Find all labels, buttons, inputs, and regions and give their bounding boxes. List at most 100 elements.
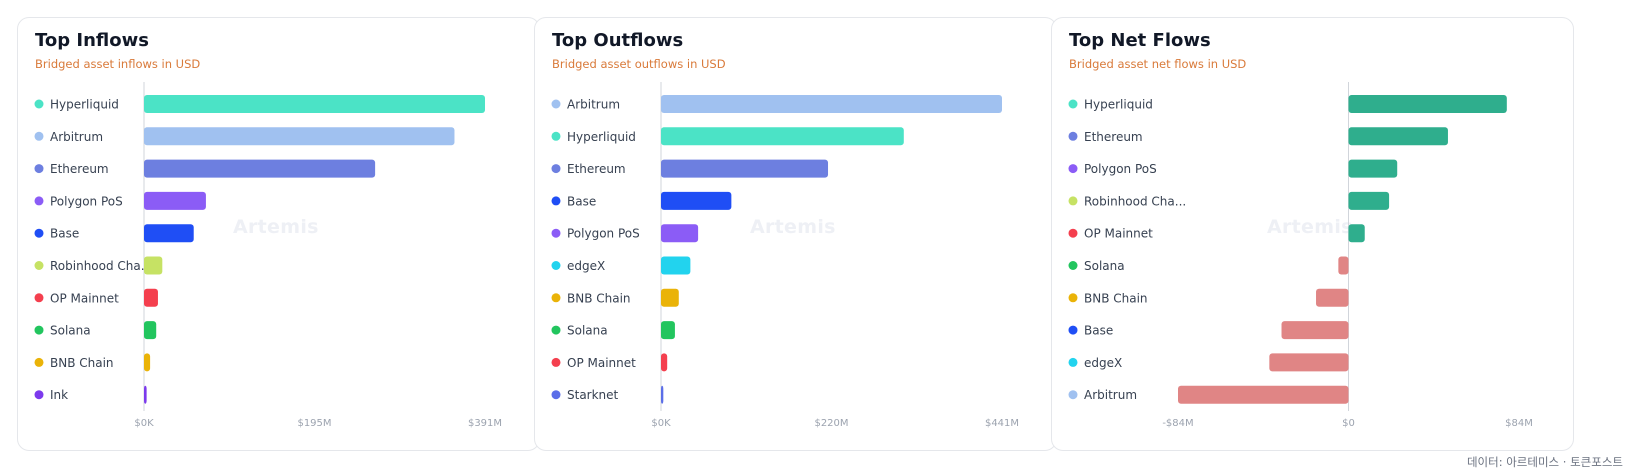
bar[interactable]	[1348, 95, 1507, 113]
legend-dot	[551, 325, 561, 335]
watermark: Artemis	[750, 216, 836, 238]
category-label: Hyperliquid	[567, 130, 636, 144]
inflows-chart: Hyperliquid Arbitrum Ethereum Polygon PoS Ba…	[34, 82, 502, 429]
legend-dot	[551, 196, 561, 206]
bar[interactable]	[144, 95, 485, 113]
legend-dot	[34, 357, 44, 367]
bar[interactable]	[1178, 385, 1349, 404]
bar[interactable]	[1269, 353, 1349, 372]
category-label: Starknet	[567, 388, 619, 402]
category-label: BNB Chain	[567, 291, 631, 305]
legend-dot	[34, 99, 44, 109]
card-subtitle: Bridged asset net flows in USD	[1069, 57, 1247, 71]
card-title: Top Outflows	[552, 30, 684, 51]
bar[interactable]	[1281, 321, 1349, 340]
legend-dot	[551, 164, 561, 174]
category-label: BNB Chain	[50, 356, 114, 370]
net-flows-card: Top Net Flows Bridged asset net flows in…	[1051, 17, 1574, 451]
category-label: Base	[1084, 324, 1113, 338]
category-label: Arbitrum	[1084, 388, 1137, 402]
bar[interactable]	[661, 127, 904, 146]
category-label: Ink	[50, 388, 68, 402]
category-label: Robinhood Cha...	[50, 259, 152, 273]
category-label: Ethereum	[567, 162, 626, 176]
category-label: OP Mainnet	[50, 291, 119, 305]
category-label: Ethereum	[50, 162, 109, 176]
x-tick-label: $220M	[814, 418, 848, 429]
legend-dot	[1068, 99, 1078, 109]
legend-dot	[34, 228, 44, 238]
x-tick-label: $441M	[985, 418, 1019, 429]
legend-dot	[551, 228, 561, 238]
category-label: Polygon PoS	[50, 194, 123, 208]
legend-dot	[34, 131, 44, 141]
category-label: OP Mainnet	[1084, 227, 1153, 241]
bar[interactable]	[661, 191, 732, 210]
category-label: Base	[567, 194, 596, 208]
bar[interactable]	[661, 321, 675, 340]
category-label: Polygon PoS	[1084, 162, 1157, 176]
category-label: BNB Chain	[1084, 291, 1148, 305]
bar[interactable]	[1338, 256, 1349, 275]
legend-dot	[1068, 196, 1078, 206]
bar[interactable]	[661, 224, 699, 243]
x-tick-label: $0K	[651, 418, 671, 429]
bar[interactable]	[144, 191, 206, 210]
category-label: Ethereum	[1084, 130, 1143, 144]
bar[interactable]	[661, 385, 664, 404]
legend-dot	[1068, 228, 1078, 238]
bar[interactable]	[1316, 288, 1349, 307]
x-tick-label: $0K	[134, 418, 154, 429]
bar[interactable]	[661, 95, 1002, 113]
legend-dot	[34, 325, 44, 335]
card-title: Top Net Flows	[1069, 30, 1211, 51]
legend-dot	[551, 261, 561, 270]
bar[interactable]	[144, 224, 194, 243]
bar[interactable]	[1348, 127, 1448, 146]
category-label: Solana	[1084, 259, 1125, 273]
category-label: edgeX	[1084, 356, 1122, 370]
bar[interactable]	[1348, 159, 1398, 178]
legend-dot	[551, 390, 561, 400]
legend-dot	[1068, 357, 1078, 367]
legend-dot	[34, 261, 44, 270]
category-label: Arbitrum	[50, 130, 103, 144]
bar[interactable]	[1348, 191, 1390, 210]
legend-dot	[1068, 131, 1078, 141]
legend-dot	[34, 164, 44, 174]
x-tick-label: -$84M	[1162, 418, 1193, 429]
category-label: Hyperliquid	[50, 98, 119, 112]
bar[interactable]	[144, 159, 376, 178]
outflows-chart: Arbitrum Hyperliquid Ethereum Base Polygon P…	[551, 82, 1019, 429]
category-label: Solana	[567, 324, 608, 338]
bar[interactable]	[144, 353, 151, 372]
watermark: Artemis	[1267, 216, 1353, 238]
legend-dot	[551, 99, 561, 109]
x-tick-label: $195M	[297, 418, 331, 429]
card-subtitle: Bridged asset inflows in USD	[35, 57, 201, 71]
bar[interactable]	[661, 256, 691, 275]
source-footer: 데이터: 아르테미스 · 토큰포스트	[1466, 455, 1623, 469]
bar[interactable]	[144, 127, 455, 146]
bar[interactable]	[1348, 224, 1365, 243]
bar[interactable]	[144, 256, 163, 275]
legend-dot	[551, 357, 561, 367]
legend-dot	[551, 293, 561, 303]
bar[interactable]	[661, 159, 829, 178]
legend-dot	[34, 293, 44, 303]
card-title: Top Inflows	[35, 30, 149, 51]
category-label: Base	[50, 227, 79, 241]
legend-dot	[1068, 261, 1078, 270]
bar[interactable]	[144, 385, 147, 404]
legend-dot	[1068, 325, 1078, 335]
watermark: Artemis	[233, 216, 319, 238]
bar[interactable]	[661, 288, 679, 307]
bar[interactable]	[661, 353, 668, 372]
bar[interactable]	[144, 288, 158, 307]
card-subtitle: Bridged asset outflows in USD	[552, 57, 726, 71]
x-tick-label: $391M	[468, 418, 502, 429]
legend-dot	[551, 131, 561, 141]
bar[interactable]	[144, 321, 157, 340]
category-label: Arbitrum	[567, 98, 620, 112]
inflows-card: Top Inflows Bridged asset inflows in USD…	[17, 17, 540, 451]
